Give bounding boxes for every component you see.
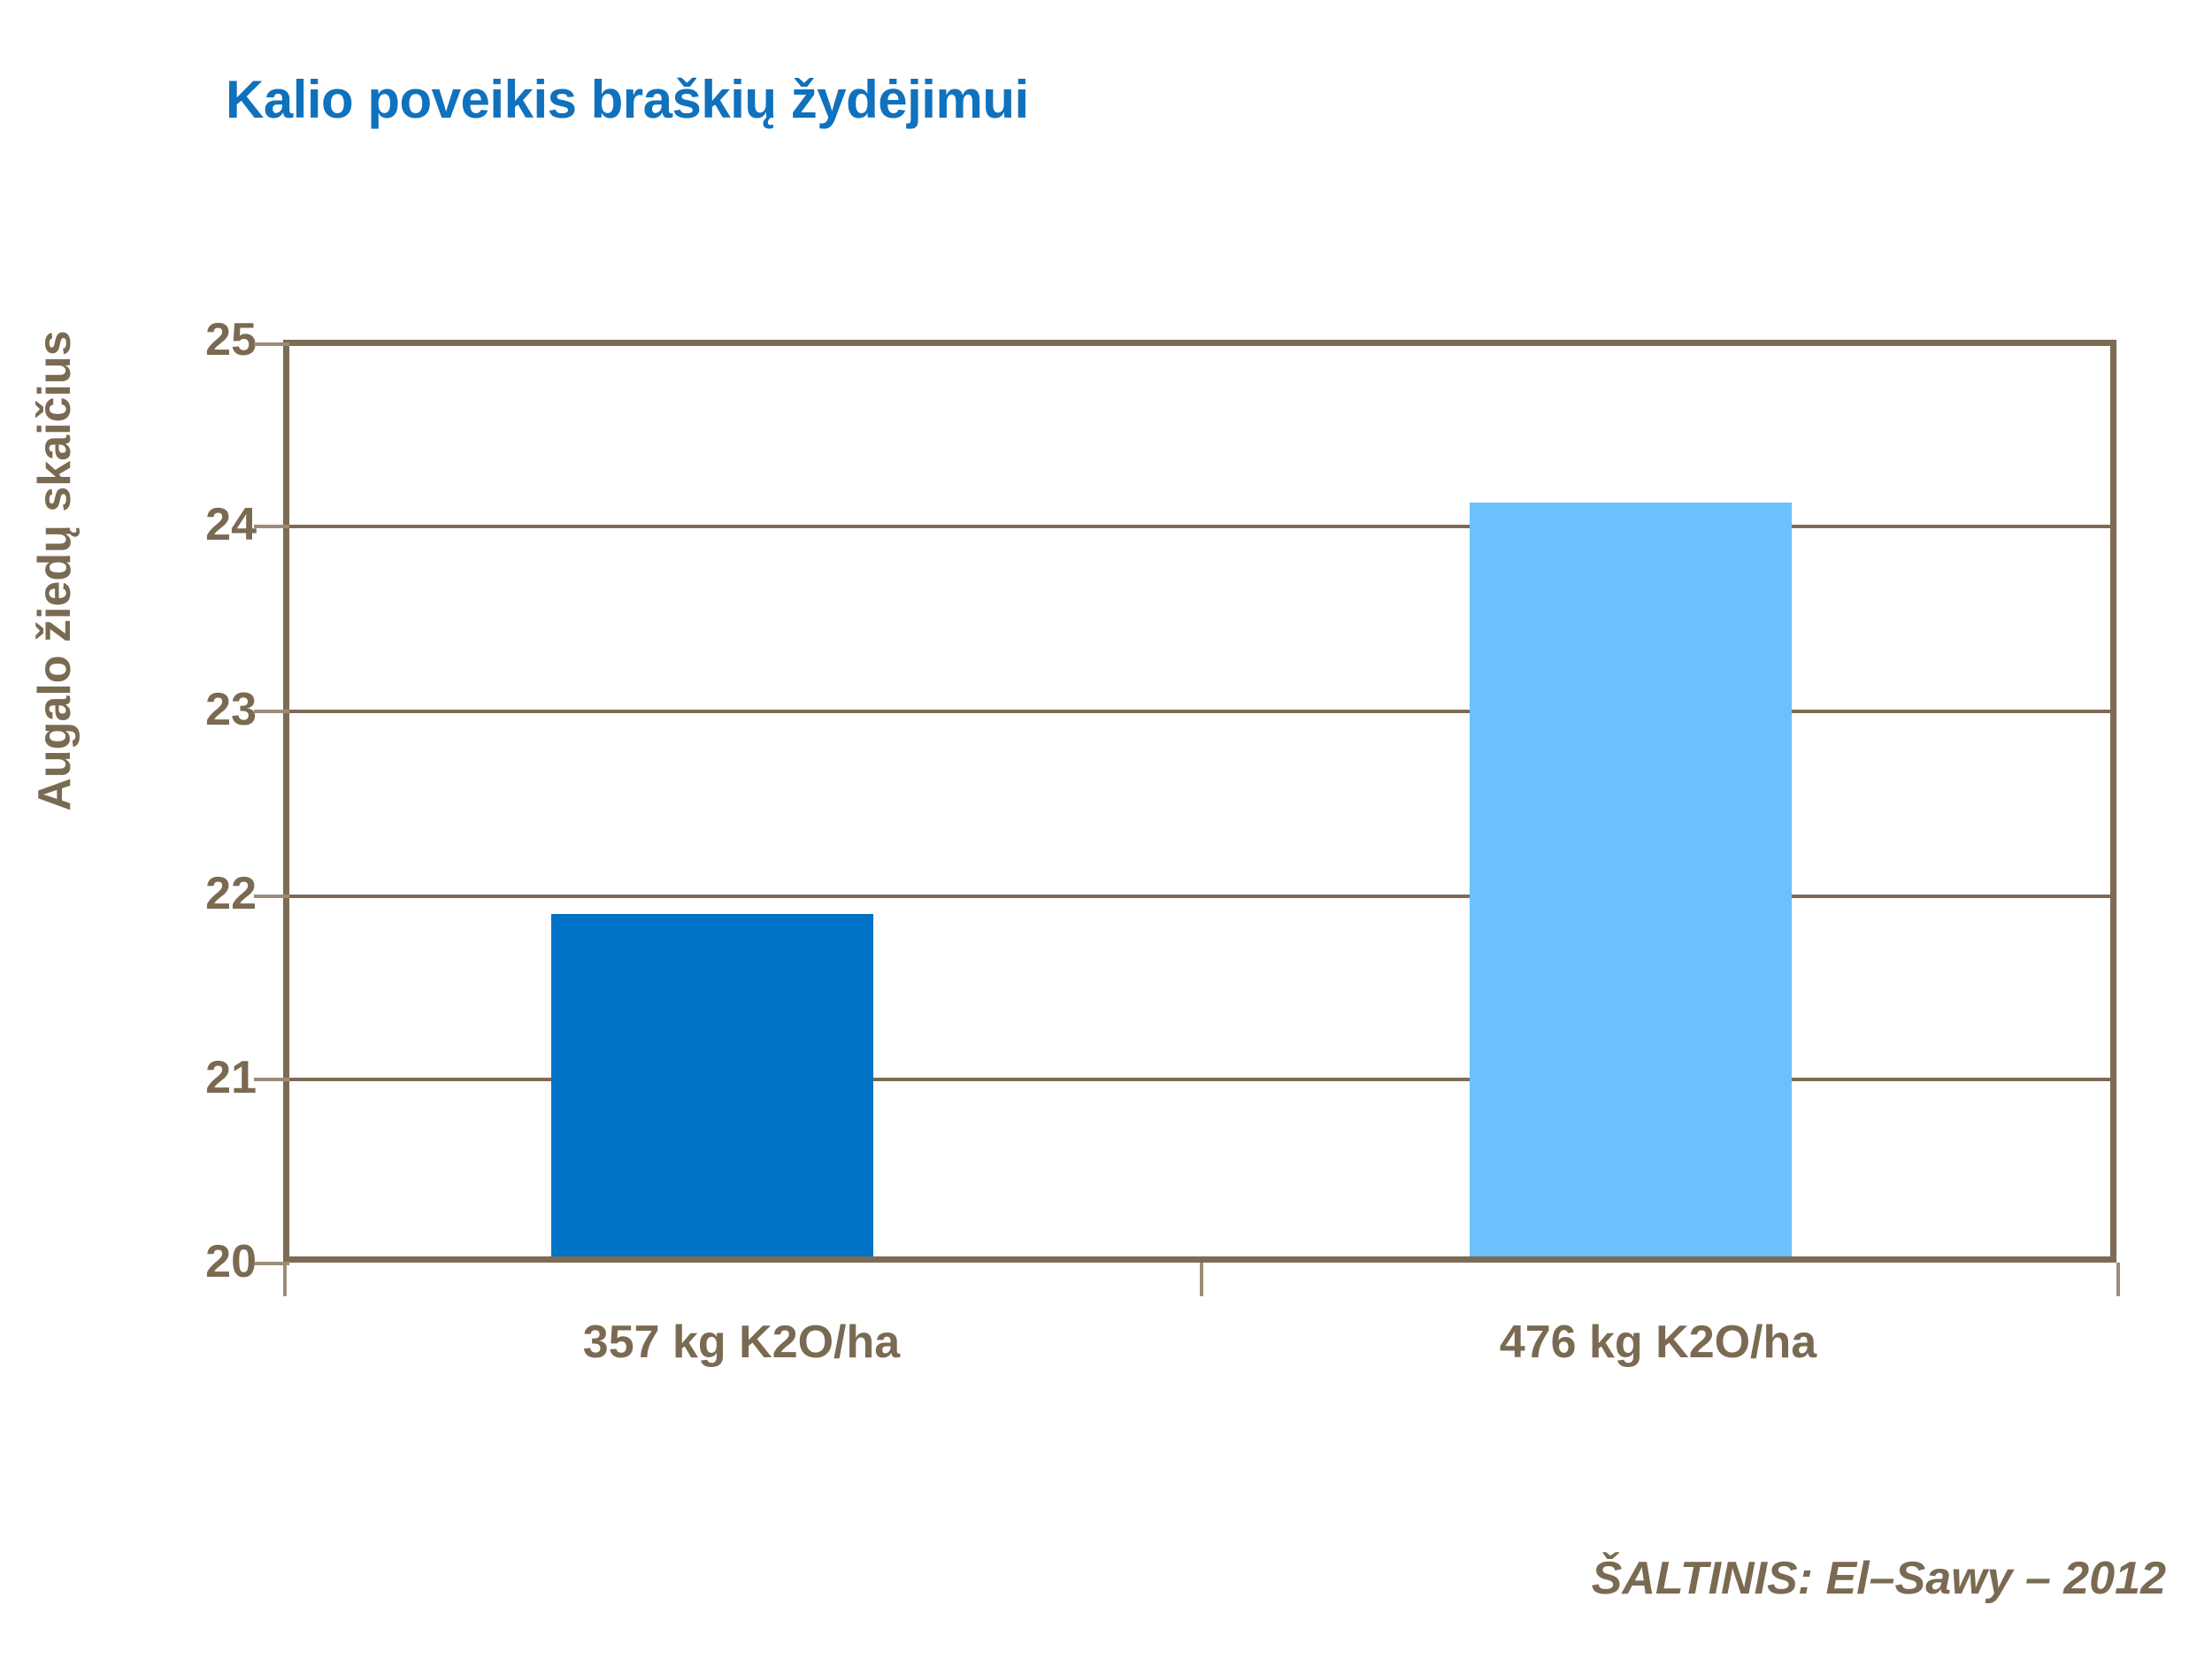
y-tick-label-25: 25	[205, 314, 257, 365]
y-tick-label-22: 22	[205, 868, 257, 919]
y-tick-24	[254, 525, 289, 528]
y-tick-label-23: 23	[205, 684, 257, 735]
x-category-label-1: 357 kg K2O/ha	[582, 1317, 901, 1368]
plot-area	[254, 340, 2116, 1265]
x-tick-end	[2116, 1263, 2120, 1296]
page-title: Kalio poveikis braškių žydėjimui	[226, 70, 1029, 129]
x-category-label-2: 476 kg K2O/ha	[1499, 1317, 1817, 1368]
y-axis-title: Augalo žiedų skaičius	[29, 330, 81, 811]
x-tick-mid	[1200, 1263, 1203, 1296]
y-tick-23	[254, 710, 289, 713]
bar-357-kg-k2o-ha[interactable]	[551, 914, 873, 1256]
x-tick-start	[283, 1263, 287, 1296]
source-note: ŠALTINIS: El–Sawy – 2012	[1591, 1553, 2166, 1604]
y-tick-21	[254, 1078, 289, 1081]
gridline-22	[289, 895, 2110, 898]
y-tick-25	[254, 342, 289, 346]
gridline-23	[289, 710, 2110, 713]
bar-476-kg-k2o-ha[interactable]	[1470, 503, 1792, 1256]
y-tick-20	[254, 1262, 289, 1265]
gridline-24	[289, 525, 2110, 528]
y-tick-22	[254, 895, 289, 898]
y-tick-label-20: 20	[205, 1236, 257, 1287]
y-tick-label-21: 21	[205, 1052, 257, 1103]
y-tick-label-24: 24	[205, 499, 257, 550]
gridline-21	[289, 1078, 2110, 1081]
